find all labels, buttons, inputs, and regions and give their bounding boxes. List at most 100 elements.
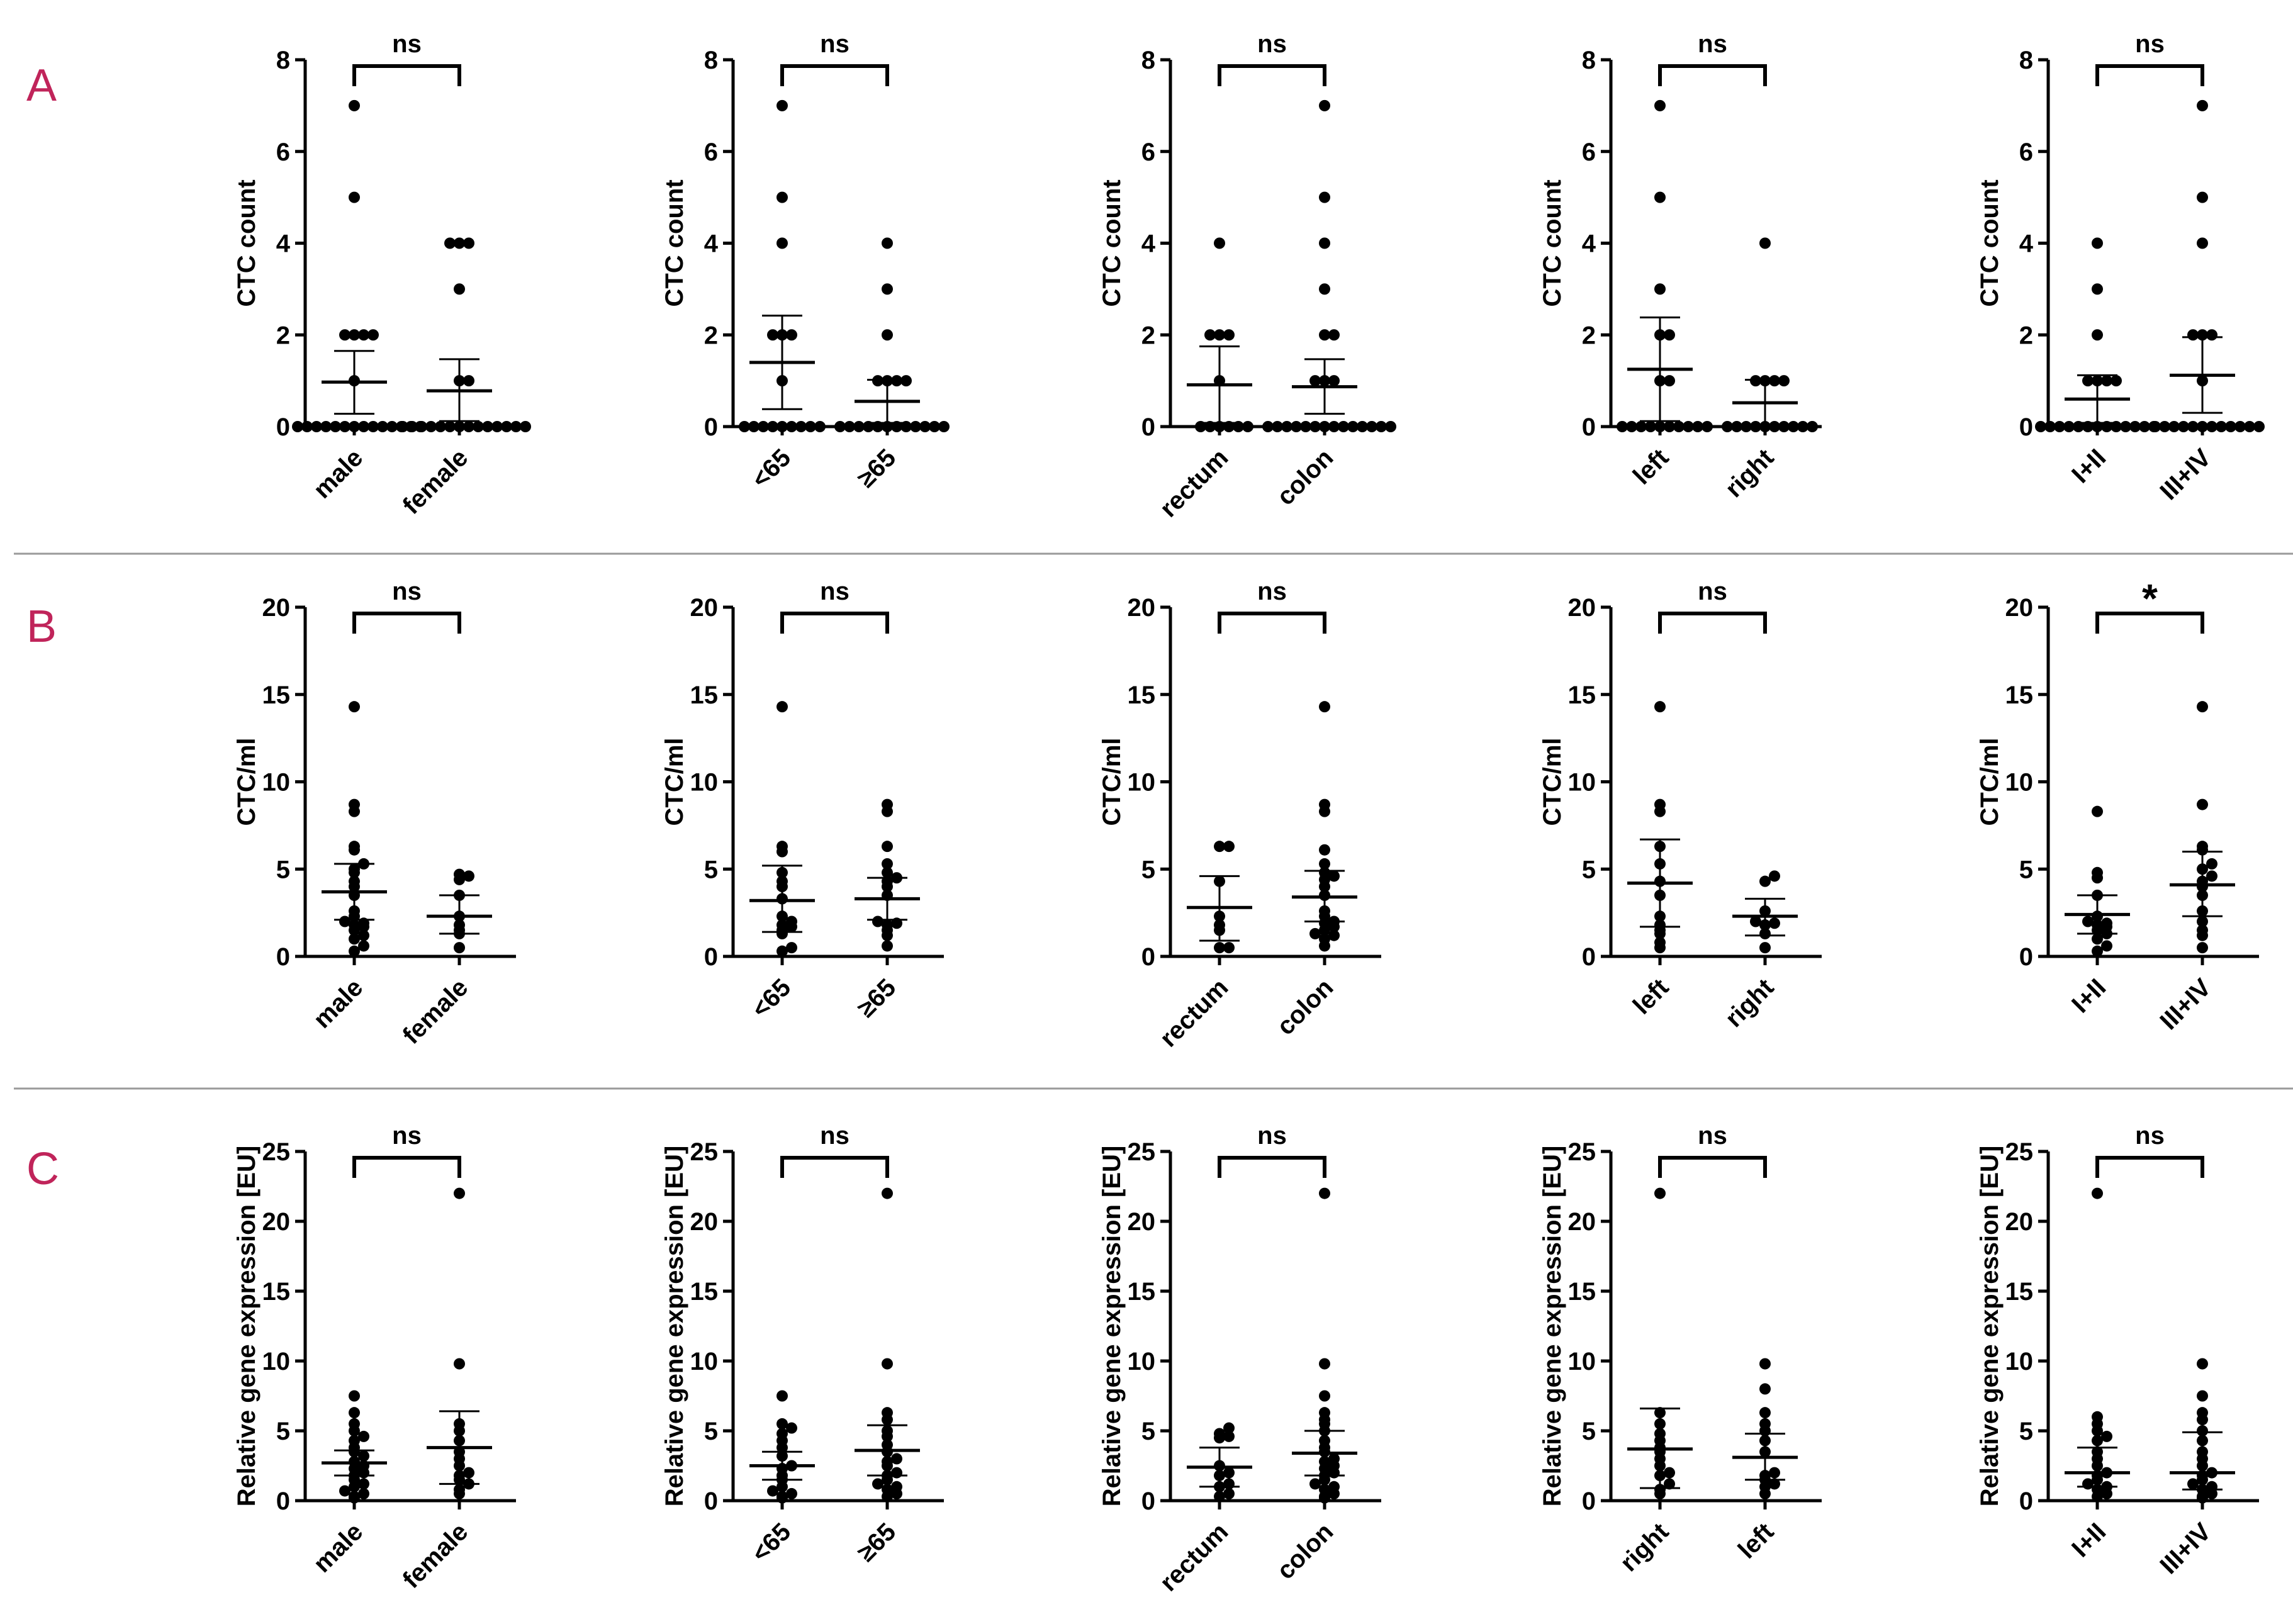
data-point (2225, 421, 2236, 432)
y-tick-label: 20 (262, 1208, 291, 1236)
data-point (1759, 942, 1771, 954)
significance-bracket (1658, 612, 1767, 634)
data-point (463, 1467, 474, 1479)
data-point (1319, 844, 1330, 856)
data-point (1214, 942, 1225, 954)
data-point (1272, 421, 1283, 432)
data-point (2187, 329, 2199, 341)
significance-bracket (1658, 64, 1767, 86)
x-category-label: male (308, 1518, 369, 1578)
data-point (1769, 870, 1780, 882)
data-point (1664, 329, 1675, 341)
data-point (1664, 421, 1675, 432)
x-category-label: <65 (746, 1518, 796, 1567)
data-point (339, 916, 350, 927)
data-point (1635, 421, 1647, 432)
y-axis-label: CTC/ml (233, 738, 261, 826)
data-point (776, 421, 788, 432)
y-tick-label: 6 (2019, 138, 2033, 166)
data-point (776, 1428, 788, 1440)
data-point (2092, 933, 2103, 945)
data-point (349, 1407, 360, 1419)
y-tick-label: 15 (2005, 1278, 2034, 1306)
y-tick-label: 25 (262, 1138, 291, 1166)
data-point (1204, 329, 1216, 341)
data-point (2082, 375, 2094, 387)
data-point (1664, 375, 1675, 387)
data-point (2092, 945, 2103, 957)
data-point (1319, 1407, 1330, 1419)
y-tick-label: 20 (1568, 1208, 1596, 1236)
significance-label: ns (2135, 1122, 2165, 1150)
significance-label: ns (1698, 1122, 1727, 1150)
data-point (1366, 421, 1377, 432)
data-point (2234, 421, 2246, 432)
y-axis-label: CTC/ml (1539, 738, 1566, 826)
data-point (882, 1484, 893, 1496)
data-point (1722, 421, 1733, 432)
data-point (349, 421, 360, 432)
significance-bracket (1218, 612, 1326, 634)
data-point (1319, 191, 1330, 203)
data-point (2092, 329, 2103, 341)
significance-label: ns (820, 30, 849, 58)
data-point (1214, 329, 1225, 341)
data-point (882, 237, 893, 249)
data-point (1319, 237, 1330, 249)
panel-b-4: 0 5 10 15 20 CTC/ml left right ns (1539, 578, 1822, 1033)
y-tick-label: 4 (2019, 230, 2034, 258)
data-point (882, 283, 893, 295)
data-point (1769, 1478, 1780, 1490)
y-axis-label: CTC/ml (1976, 738, 2004, 826)
data-point (339, 329, 350, 341)
y-tick-label: 15 (1568, 1278, 1596, 1306)
y-tick-label: 10 (2005, 1348, 2034, 1375)
y-tick-label: 2 (1141, 322, 1155, 349)
data-point (891, 1453, 902, 1465)
significance-bracket (2095, 612, 2204, 634)
data-point (2092, 1435, 2103, 1447)
data-point (2197, 237, 2208, 249)
data-point (776, 1491, 788, 1503)
data-point (2187, 421, 2199, 432)
data-point (1654, 701, 1666, 713)
panel-b-3: 0 5 10 15 20 CTC/ml rectum colon ns (1098, 578, 1381, 1053)
significance-label: * (2142, 576, 2158, 621)
data-point (349, 945, 360, 957)
x-category-label: left (1733, 1518, 1780, 1564)
data-point (776, 945, 788, 957)
data-point (349, 99, 360, 111)
data-point (1654, 798, 1666, 810)
panel-a-4: 0 2 4 6 8 CTC count left right ns (1539, 30, 1822, 503)
data-point (349, 1491, 360, 1503)
data-point (1654, 191, 1666, 203)
data-point (1654, 1484, 1666, 1496)
panel-b-2: 0 5 10 15 20 CTC/ml <65 ≥65 ns (661, 578, 944, 1023)
data-point (786, 329, 797, 341)
data-point (1731, 421, 1742, 432)
data-point (1319, 798, 1330, 810)
significance-label: ns (1257, 578, 1287, 605)
y-tick-label: 20 (262, 594, 291, 622)
y-tick-label: 15 (1128, 681, 1156, 709)
data-point (805, 421, 816, 432)
panel-a-2: 0 2 4 6 8 CTC count <65 ≥65 ns (661, 30, 950, 493)
data-point (2197, 924, 2208, 936)
data-point (1328, 929, 1340, 941)
y-tick-label: 25 (690, 1138, 719, 1166)
y-tick-label: 15 (1568, 681, 1596, 709)
y-tick-label: 15 (690, 1278, 719, 1306)
data-point (910, 421, 921, 432)
y-tick-label: 15 (690, 681, 719, 709)
data-point (1262, 421, 1274, 432)
data-point (2092, 805, 2103, 817)
data-point (1376, 421, 1387, 432)
y-tick-label: 5 (276, 856, 290, 883)
y-tick-label: 10 (262, 769, 291, 797)
row-label-c: C (26, 1144, 59, 1194)
data-point (416, 421, 427, 432)
y-tick-label: 2 (1582, 322, 1596, 349)
data-point (844, 421, 855, 432)
